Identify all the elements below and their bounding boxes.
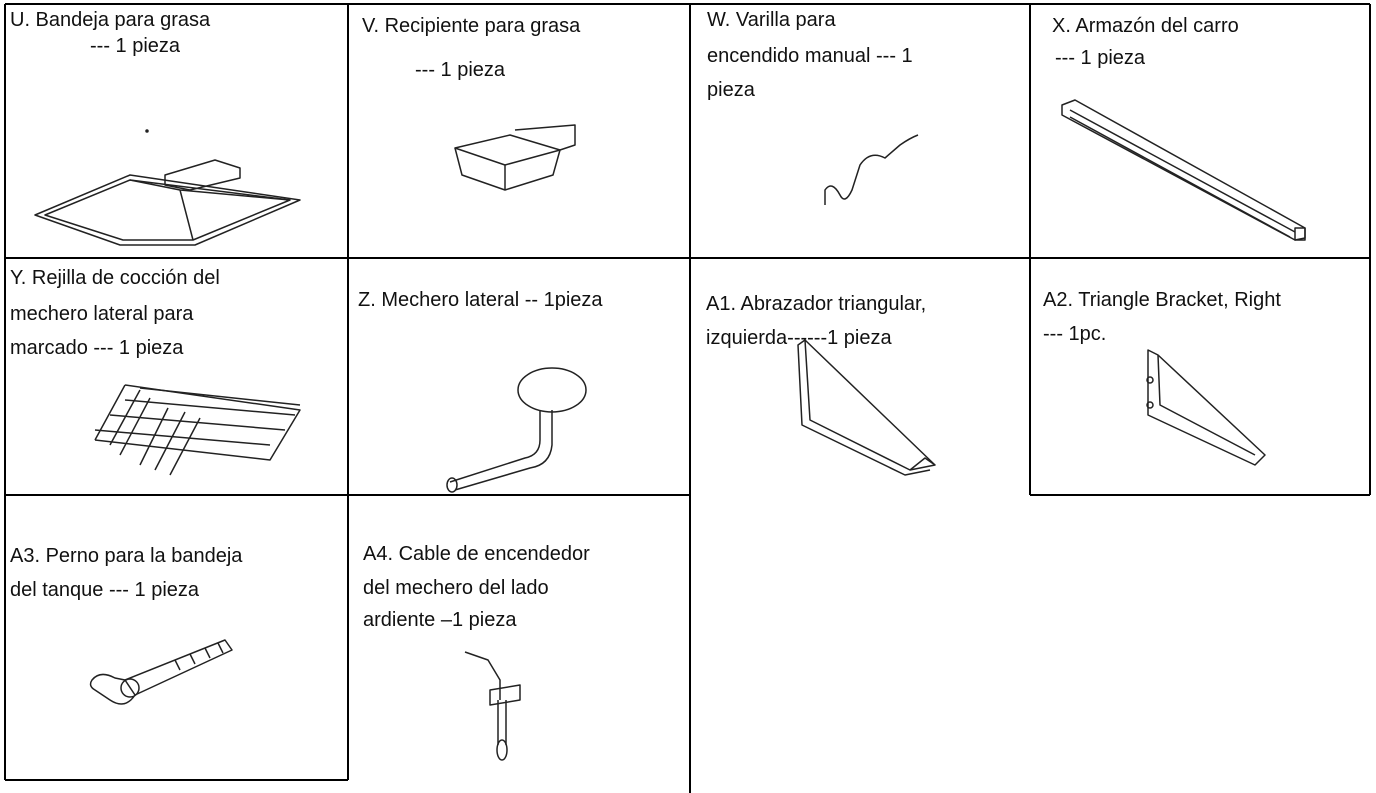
part-label: --- 1 pieza: [90, 35, 181, 57]
wing-bolt: [89, 639, 233, 705]
part-label: --- 1 pieza: [415, 59, 506, 81]
part-label: encendido manual --- 1: [707, 45, 913, 67]
cart-frame: [1061, 99, 1306, 241]
grease-cup: [454, 124, 576, 191]
part-label: Z. Mechero lateral -- 1pieza: [358, 289, 603, 311]
table-borders: [4, 3, 1371, 793]
part-label: del mechero del lado: [363, 577, 549, 599]
part-label: A3. Perno para la bandeja: [10, 545, 243, 567]
side-burner: [446, 367, 587, 493]
bracket-left: [797, 339, 936, 476]
part-label: --- 1 pieza: [1055, 47, 1146, 69]
cooking-grid: [94, 384, 301, 476]
part-label: mechero lateral para: [10, 303, 194, 325]
part-label: Y. Rejilla de cocción del: [10, 267, 220, 289]
part-label: U. Bandeja para grasa: [10, 9, 211, 31]
part-label: ardiente –1 pieza: [363, 609, 517, 631]
part-label: izquierda------1 pieza: [706, 327, 892, 349]
part-label: V. Recipiente para grasa: [362, 15, 581, 37]
part-label: --- 1pc.: [1043, 323, 1107, 345]
grease-tray: [34, 129, 301, 246]
part-label: A4. Cable de encendedor: [363, 543, 590, 565]
part-label: pieza: [707, 79, 755, 101]
part-label: X. Armazón del carro: [1052, 15, 1239, 37]
part-label: A1. Abrazador triangular,: [706, 293, 927, 315]
igniter-wire: [464, 651, 521, 761]
part-label: marcado --- 1 pieza: [10, 337, 184, 359]
part-label: A2. Triangle Bracket, Right: [1043, 289, 1281, 311]
bracket-right: [1146, 349, 1266, 466]
part-label: del tanque --- 1 pieza: [10, 579, 200, 601]
ignition-rod: [824, 134, 919, 205]
part-label: W. Varilla para: [707, 9, 836, 31]
